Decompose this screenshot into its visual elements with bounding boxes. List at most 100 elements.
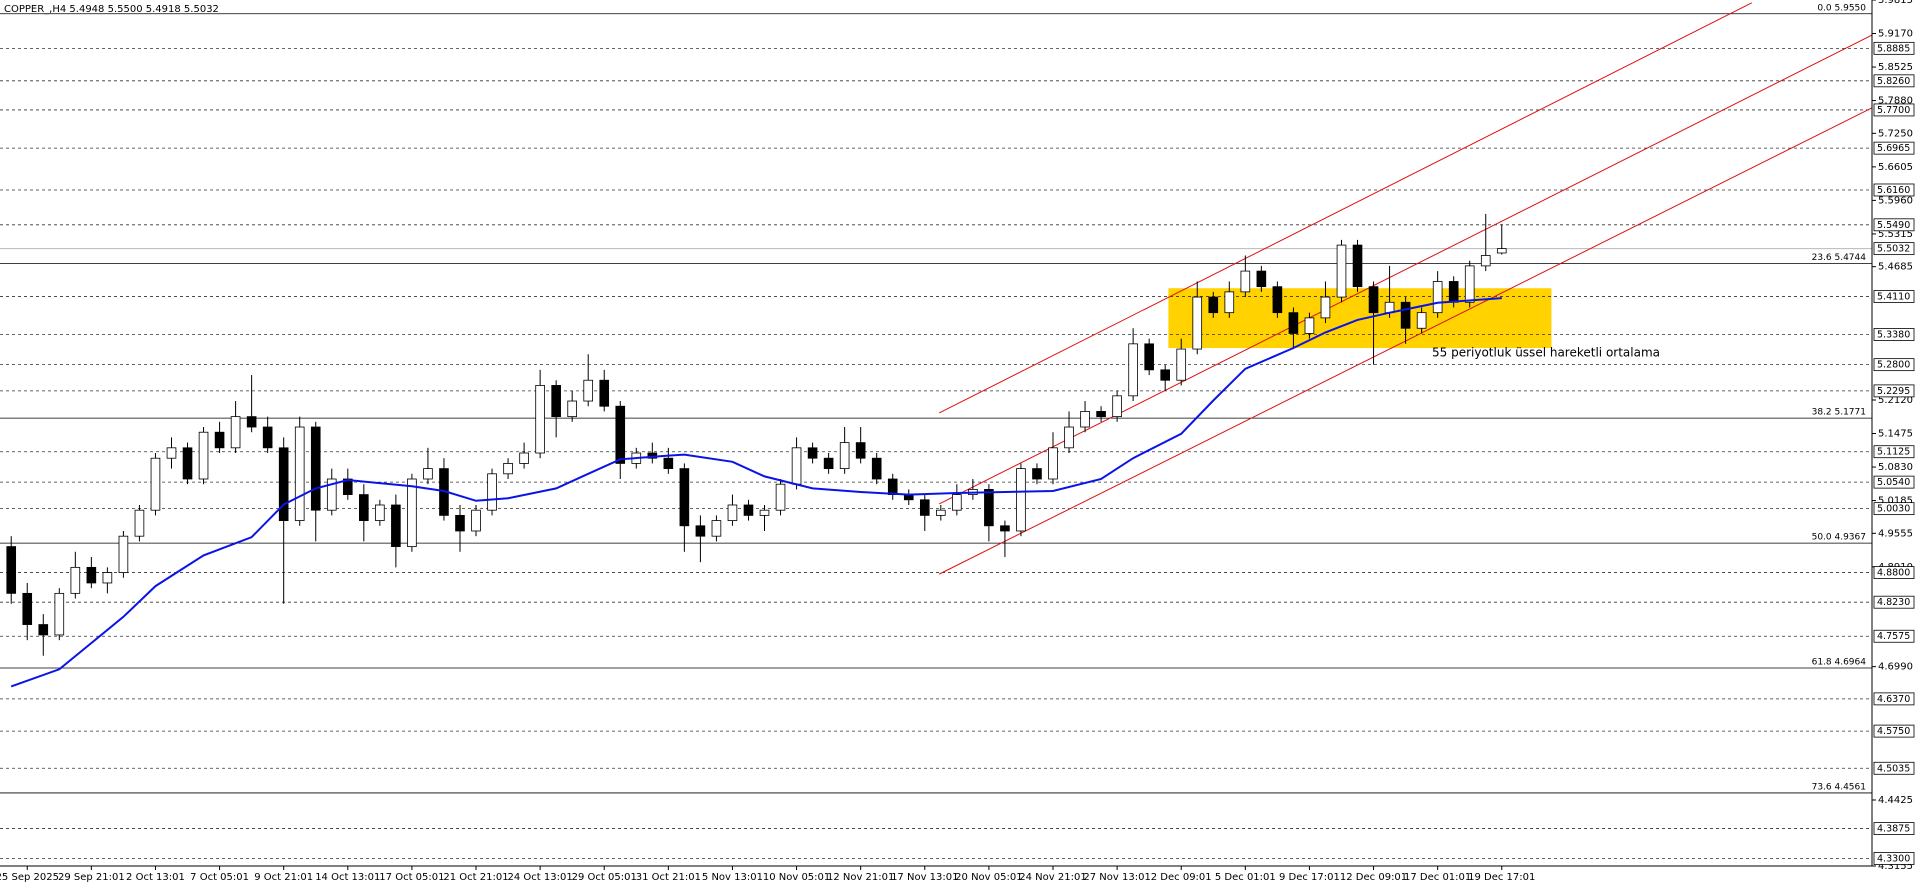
level-label: 5.3380	[1877, 329, 1910, 340]
fib-label: 50.0 4.9367	[1812, 533, 1866, 543]
candle-body	[1432, 281, 1443, 314]
candle-body	[1016, 468, 1026, 532]
y-tick-label: 5.5315	[1878, 229, 1913, 240]
x-tick-label: 29 Oct 05:01	[572, 872, 637, 883]
candle-body	[1368, 286, 1379, 314]
ema-line	[10, 297, 1502, 688]
candle-body	[1240, 270, 1251, 293]
candle-body	[1032, 468, 1042, 480]
x-tick-label: 27 Nov 13:01	[1083, 872, 1150, 883]
candle-body	[1048, 447, 1058, 480]
chart-header: COPPER_,H4 5.4948 5.5500 5.4918 5.5032	[4, 4, 219, 15]
level-label-box	[1873, 629, 1915, 643]
candle-body	[1320, 296, 1331, 319]
channel-line	[938, 2, 1753, 414]
level-label-box	[1873, 475, 1915, 489]
y-tick-label: 5.0185	[1878, 496, 1913, 507]
candle-body	[1224, 291, 1235, 314]
y-tick-label: 5.2120	[1878, 395, 1913, 406]
candle-body	[86, 566, 97, 584]
y-tick-label: 5.9815	[1878, 0, 1913, 6]
x-tick-label: 31 Oct 21:01	[636, 872, 701, 883]
y-tick-label: 5.5960	[1878, 195, 1913, 206]
y-tick-label: 5.6605	[1878, 162, 1913, 173]
x-tick-label: 12 Nov 21:01	[827, 872, 894, 883]
candle-body	[1112, 395, 1122, 418]
candle-body	[54, 592, 65, 636]
level-label-box	[1873, 242, 1915, 256]
candle-body	[310, 426, 321, 511]
level-label-box	[1873, 822, 1915, 835]
candle-body	[487, 473, 497, 511]
candle-body	[535, 385, 545, 454]
candle-body	[1480, 255, 1491, 267]
candle-body	[1096, 411, 1106, 418]
x-tick-label: 2 Dec 09:01	[1151, 872, 1212, 883]
candle-body	[823, 457, 834, 470]
candle-body	[663, 457, 674, 470]
candle-body	[1176, 348, 1187, 381]
level-label-box	[1873, 566, 1915, 579]
fib-label: 73.6 4.4561	[1812, 782, 1866, 792]
x-tick-label: 5 Dec 01:01	[1215, 872, 1276, 883]
candle-body	[695, 525, 706, 537]
y-tick-label: 4.9555	[1878, 528, 1913, 539]
level-label-box	[1873, 218, 1915, 232]
level-label-box	[1873, 384, 1915, 398]
candle-body	[423, 468, 433, 480]
annotation: 55 periyotluk üssel hareketli ortalama	[1432, 346, 1660, 360]
candle-body	[1336, 244, 1347, 298]
x-tick-label: 21 Oct 21:01	[443, 872, 508, 883]
level-label: 5.0030	[1877, 504, 1910, 515]
x-tick-label: 12 Dec 09:01	[1340, 872, 1407, 883]
candle-body	[230, 416, 241, 449]
y-tick-label: 5.7250	[1878, 128, 1913, 139]
x-tick-label: 24 Nov 21:01	[1019, 872, 1086, 883]
candle-body	[1352, 244, 1363, 288]
level-label-box	[1873, 761, 1915, 775]
x-tick-label: 9 Oct 21:01	[254, 872, 313, 883]
candle-body	[214, 431, 225, 449]
level-label-box	[1873, 445, 1915, 459]
level-label-box	[1873, 328, 1915, 341]
candle-body	[182, 447, 193, 480]
level-label-box	[1873, 41, 1915, 55]
level-label: 5.5032	[1877, 244, 1910, 255]
plot-area	[0, 2, 1872, 859]
y-tick-label: 4.4425	[1878, 795, 1913, 806]
candle-body	[936, 509, 946, 516]
candle-body	[503, 463, 513, 475]
x-tick-label: 17 Dec 01:01	[1404, 872, 1471, 883]
candle-body	[391, 504, 401, 547]
x-tick-label: 25 Sep 2025	[0, 872, 59, 883]
level-label-box	[1873, 358, 1915, 372]
candle-body	[1416, 312, 1427, 329]
level-label: 4.5750	[1877, 726, 1910, 737]
level-label: 5.6965	[1877, 143, 1910, 154]
candle-body	[519, 452, 529, 464]
candle-body	[583, 379, 594, 402]
candle-body	[150, 457, 161, 511]
x-tick-label: 5 Nov 13:01	[702, 872, 763, 883]
level-label: 4.7575	[1877, 631, 1910, 642]
candle-body	[551, 385, 561, 418]
candle-body	[615, 405, 626, 464]
x-tick-label: 10 Nov 05:01	[763, 872, 830, 883]
candle-body	[102, 572, 113, 584]
y-tick-label: 5.4685	[1878, 262, 1913, 273]
level-label: 5.8260	[1877, 76, 1910, 87]
candle-body	[727, 504, 738, 521]
y-tick-label: 5.0830	[1878, 462, 1913, 473]
x-tick-label: 9 Dec 17:01	[1279, 872, 1340, 883]
candle-body	[1080, 411, 1090, 428]
level-label: 5.8885	[1877, 43, 1910, 54]
x-tick-label: 17 Nov 13:01	[891, 872, 958, 883]
candle-body	[807, 447, 818, 459]
candle-body	[1400, 301, 1411, 329]
candle-body	[246, 416, 257, 428]
level-label: 4.3300	[1877, 853, 1910, 864]
candle-body	[1464, 265, 1475, 303]
candle-body	[759, 509, 770, 516]
y-tick-label: 4.3155	[1878, 861, 1913, 872]
